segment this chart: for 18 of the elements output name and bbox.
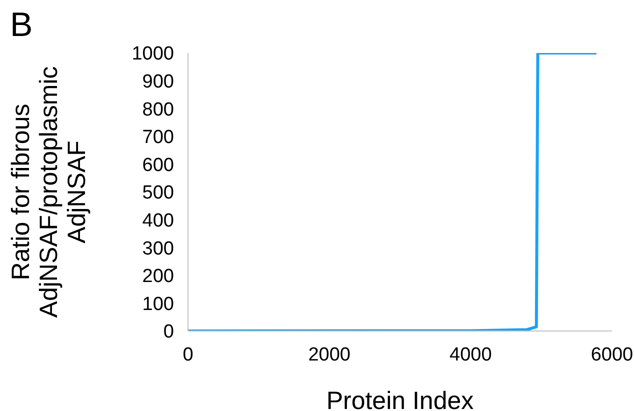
x-tick-label: 2000 [308, 344, 350, 366]
y-axis-title: Ratio for fibrous AdjNSAF/protoplasmic AdjNSAF [7, 66, 91, 318]
chart-title: B [10, 6, 33, 45]
x-tick-label: 6000 [590, 344, 634, 366]
y-tick-label: 700 [142, 127, 174, 148]
y-tick-label: 400 [142, 210, 174, 232]
x-axis-title: Protein Index [326, 387, 474, 411]
y-tick-label: 500 [142, 182, 174, 204]
y-tick-label: 300 [142, 238, 174, 260]
x-tick-label: 4000 [450, 344, 492, 366]
y-tick-label: 600 [142, 154, 174, 176]
y-tick-label: 800 [142, 99, 174, 120]
y-tick-label: 0 [163, 322, 174, 343]
y-tick-label: 900 [142, 72, 174, 93]
y-tick-label: 1000 [132, 44, 174, 65]
y-tick-label: 100 [142, 294, 174, 315]
y-tick-label: 200 [142, 266, 174, 288]
x-tick-label: 0 [182, 344, 194, 366]
